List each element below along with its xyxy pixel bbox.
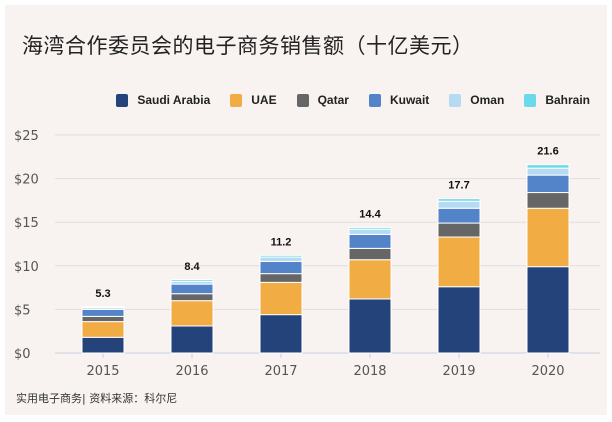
bar-segment-uae (170, 300, 214, 327)
bar-segment-saudi-arabia (259, 314, 303, 354)
legend-item: Bahrain (524, 93, 590, 107)
legend-swatch (449, 93, 462, 107)
x-tick-label: 2018 (353, 364, 386, 379)
bar-segment-uae (81, 321, 125, 338)
legend-item: UAE (230, 93, 277, 107)
bar-segment-qatar (348, 247, 392, 261)
legend-swatch (524, 93, 537, 107)
y-tick-label: $5 (14, 303, 31, 318)
bar-segment-oman (348, 228, 392, 235)
bar-segment-kuwait (81, 308, 125, 317)
legend-label: Kuwait (389, 93, 430, 107)
bar-segment-kuwait (437, 207, 481, 224)
legend-label: Saudi Arabia (137, 93, 211, 107)
y-tick-label: $20 (14, 173, 39, 188)
y-tick-label: $10 (14, 260, 39, 275)
bar-segment-qatar (437, 222, 481, 238)
bar-segment-uae (259, 281, 303, 316)
total-label: 11.2 (271, 236, 292, 248)
x-tick-label: 2015 (86, 364, 119, 379)
legend-swatch (368, 93, 381, 107)
bar-segment-kuwait (170, 283, 214, 295)
bar-segment-kuwait (348, 233, 392, 249)
source-note: 实用电子商务| 资料来源：科尔尼 (16, 392, 178, 405)
legend-label: UAE (251, 93, 277, 107)
legend-label: Bahrain (545, 93, 590, 107)
bar-segment-saudi-arabia (526, 266, 570, 354)
total-label: 8.4 (184, 261, 200, 273)
bar-segment-bahrain (170, 279, 214, 282)
x-tick-label: 2019 (442, 364, 475, 379)
bar-segment-kuwait (259, 260, 303, 275)
total-label: 17.7 (448, 180, 469, 192)
bar-segment-bahrain (526, 164, 570, 169)
bar-segment-oman (437, 200, 481, 209)
bar-segment-qatar (526, 192, 570, 209)
bar-segment-bahrain (259, 254, 303, 258)
legend-swatch (230, 93, 243, 107)
legend: Saudi Arabia UAE Qatar Kuwait Oman Bahrain (96, 93, 590, 107)
bar-segment-uae (348, 259, 392, 300)
bar-segment-oman (259, 256, 303, 262)
bar-segment-saudi-arabia (81, 336, 125, 354)
legend-label: Qatar (317, 93, 349, 107)
bar-segment-bahrain (348, 226, 392, 230)
total-label: 14.4 (359, 208, 381, 220)
x-tick-label: 2017 (264, 364, 297, 379)
bar-segment-qatar (81, 315, 125, 323)
legend-swatch (116, 93, 129, 107)
legend-item: Oman (449, 93, 504, 107)
bar-segment-bahrain (81, 306, 125, 309)
bar-segment-qatar (170, 293, 214, 302)
legend-item: Saudi Arabia (116, 93, 210, 107)
bar-segment-kuwait (526, 174, 570, 194)
y-tick-label: $25 (14, 129, 39, 144)
bar-segment-uae (526, 207, 570, 268)
legend-item: Qatar (296, 93, 349, 107)
legend-label: Oman (470, 93, 505, 107)
legend-swatch (296, 93, 309, 107)
bar-segment-saudi-arabia (437, 286, 481, 354)
total-label: 5.3 (95, 288, 110, 300)
chart-title: 海湾合作委员会的电子商务销售额（十亿美元） (22, 34, 474, 58)
bar-segment-uae (437, 236, 481, 288)
bar-segment-oman (526, 167, 570, 176)
bar-segment-saudi-arabia (348, 298, 392, 354)
bar-segment-saudi-arabia (170, 325, 214, 354)
legend-item: Kuwait (368, 93, 430, 107)
total-label: 21.6 (537, 146, 558, 158)
bar-segment-bahrain (437, 198, 481, 202)
y-tick-label: $15 (14, 216, 39, 231)
x-tick-label: 2016 (175, 364, 208, 379)
y-tick-label: $0 (14, 347, 31, 362)
x-tick-label: 2020 (531, 364, 564, 379)
bar-segment-qatar (259, 273, 303, 283)
